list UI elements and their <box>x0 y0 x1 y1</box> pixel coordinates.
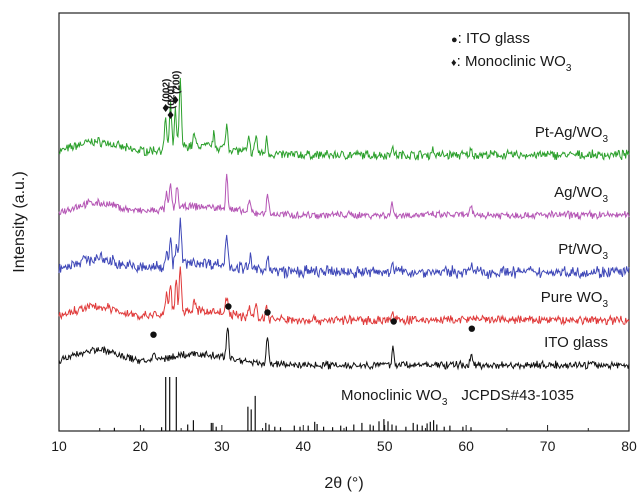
circle-icon: ● <box>451 34 458 46</box>
legend: ●: ITO glass ♦: Monoclinic WO3 <box>451 30 572 74</box>
series-line-1 <box>58 173 630 221</box>
series-label-0: Pt-Ag/WO3 <box>535 124 609 145</box>
x-tick-label-3: 40 <box>295 438 311 454</box>
peak-markers: (002)(020)(200) <box>150 71 475 338</box>
series-line-4 <box>58 327 630 371</box>
series-label-text-0: Pt-Ag/WO <box>535 124 603 141</box>
series-line-0 <box>58 77 630 161</box>
series-label-text-4: ITO glass <box>544 334 608 351</box>
diamond-icon: ♦ <box>451 57 457 69</box>
x-tick-label-1: 20 <box>133 438 149 454</box>
reference-label-sub: 3 <box>442 397 448 408</box>
ito-peak-marker-0 <box>150 331 157 338</box>
hkl-label-2: (200) <box>171 71 182 94</box>
series-label-1: Ag/WO3 <box>554 184 608 205</box>
legend-entry-wo3: ♦: Monoclinic WO3 <box>451 53 572 74</box>
hkl-diamond-0 <box>162 104 169 112</box>
series-label-sub-2: 3 <box>602 251 608 262</box>
reference-label-main: Monoclinic WO <box>341 387 442 404</box>
x-tick-label-6: 70 <box>540 438 556 454</box>
series-label-text-2: Pt/WO <box>558 241 602 258</box>
x-tick-label-4: 50 <box>377 438 393 454</box>
x-tick-label-2: 30 <box>214 438 230 454</box>
hkl-diamond-2 <box>172 96 179 104</box>
legend-ito-text: : ITO glass <box>458 30 530 47</box>
legend-wo3-text: : Monoclinic WO <box>457 53 566 70</box>
hkl-diamond-1 <box>167 111 174 119</box>
y-axis-title: Intensity (a.u.) <box>11 171 28 272</box>
series-label-3: Pure WO3 <box>541 289 609 310</box>
ito-peak-marker-1 <box>225 303 232 310</box>
reference-label: Monoclinic WO3 JCPDS#43-1035 <box>341 387 574 408</box>
ito-peak-marker-3 <box>390 318 397 325</box>
series-label-2: Pt/WO3 <box>558 241 608 262</box>
series-label-sub-1: 3 <box>602 194 608 205</box>
reference-sticks <box>113 377 472 431</box>
legend-entry-ito: ●: ITO glass <box>451 30 530 47</box>
reference-label-card: JCPDS#43-1035 <box>461 387 574 404</box>
series-label-sub-3: 3 <box>602 299 608 310</box>
ito-peak-marker-4 <box>468 325 475 332</box>
series-line-2 <box>58 217 630 280</box>
ito-peak-marker-2 <box>264 309 271 316</box>
legend-wo3-sub: 3 <box>566 63 572 74</box>
x-tick-label-7: 80 <box>621 438 637 454</box>
hkl-label-0: (002) <box>162 79 173 102</box>
x-tick-label-0: 10 <box>51 438 67 454</box>
series-label-text-1: Ag/WO <box>554 184 602 201</box>
x-axis-title: 2θ (°) <box>324 475 363 492</box>
series-label-4: ITO glass <box>544 334 608 351</box>
series-label-sub-0: 3 <box>602 134 608 145</box>
hkl-label-1: (020) <box>167 86 178 109</box>
series-label-text-3: Pure WO <box>541 289 603 306</box>
x-tick-label-5: 60 <box>458 438 474 454</box>
plot-frame <box>58 12 630 432</box>
x-axis: 10 20 30 40 50 60 70 80 <box>51 425 637 454</box>
series-line-3 <box>58 266 630 327</box>
